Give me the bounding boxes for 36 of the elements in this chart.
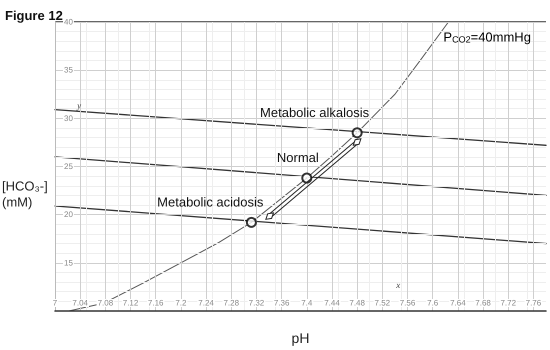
x-tick-label: 7.76 xyxy=(526,298,542,308)
x-tick-label: 7.04 xyxy=(72,298,89,308)
point xyxy=(352,127,363,138)
x-tick-label: 7.2 xyxy=(175,298,188,308)
x-tick-label: 7.44 xyxy=(324,298,340,308)
y-tick-label: 20 xyxy=(64,210,74,220)
annotation: Normal xyxy=(276,150,319,166)
chart-title: Figure 12 xyxy=(5,8,63,23)
y-tick-label: 25 xyxy=(64,162,74,171)
x-tick-label: 7.56 xyxy=(400,298,416,308)
x-tick-label: 7.64 xyxy=(450,298,466,308)
x-tick-label: 7.32 xyxy=(248,298,265,308)
x-tick-label: 7.12 xyxy=(122,298,139,308)
x-tick-label: 7.72 xyxy=(500,298,517,308)
x-tick-label: 7.68 xyxy=(475,298,492,308)
series-label: PCO2=40mmHg xyxy=(443,30,531,44)
y-tick-label: 30 xyxy=(64,114,74,123)
x-tick-label: 7.4 xyxy=(301,298,313,308)
x-tick-label: 7.48 xyxy=(349,298,366,308)
x-tick-label: 7.28 xyxy=(223,298,240,308)
y-tick-label: 15 xyxy=(64,258,74,268)
annotation: Metabolic acidosis xyxy=(157,194,264,210)
x-tick-label: 7.36 xyxy=(274,298,290,308)
x-tick-label: 7.6 xyxy=(427,298,439,308)
point xyxy=(246,216,257,228)
annotation: x xyxy=(395,280,400,290)
x-axis-title: pH xyxy=(292,330,310,346)
annotation: y xyxy=(76,100,82,110)
y-tick-label: 40 xyxy=(64,18,74,26)
x-tick-label: 7 xyxy=(52,298,58,308)
x-tick-label: 7.24 xyxy=(198,298,214,308)
x-tick-label: 7.52 xyxy=(374,298,391,308)
x-tick-label: 7.16 xyxy=(148,298,164,308)
y-axis-title: [HCO₃-] (mM) xyxy=(2,178,48,210)
annotation: Metabolic alkalosis xyxy=(260,104,370,120)
y-tick-label: 35 xyxy=(64,66,74,75)
